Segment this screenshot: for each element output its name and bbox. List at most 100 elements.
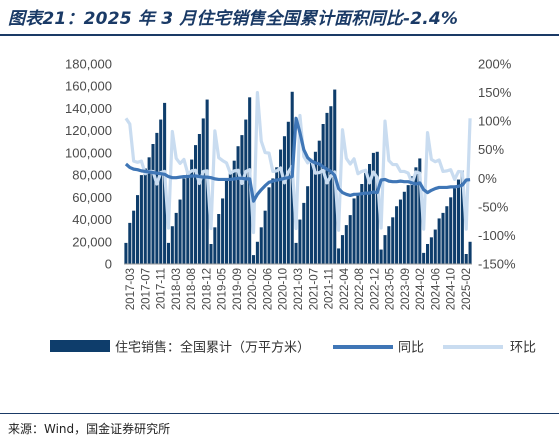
bar-2017-05 [136, 195, 140, 264]
bar-2018-09 [194, 145, 198, 264]
bar-2017-04 [132, 210, 136, 264]
x-tick-label: 2024-10 [446, 268, 458, 310]
bar-2020-05 [263, 210, 267, 264]
bar-2017-11 [159, 119, 163, 264]
bar-2023-07 [398, 199, 402, 264]
bar-2019-05 [221, 198, 225, 264]
right-tick-label: -100% [478, 228, 516, 243]
bar-2018-03 [170, 226, 174, 264]
x-tick-label: 2018-03 [171, 268, 183, 310]
x-tick-label: 2024-02 [415, 268, 427, 310]
legend-bar-swatch [50, 340, 110, 352]
bar-2024-11 [456, 179, 460, 264]
bar-2019-10 [240, 135, 244, 264]
bar-2018-05 [178, 199, 182, 264]
bar-2024-10 [453, 188, 457, 264]
bar-2018-04 [174, 212, 178, 264]
left-tick-label: 40,000 [72, 212, 112, 227]
right-tick-label: 100% [478, 114, 512, 129]
x-tick-label: 2018-08 [186, 268, 198, 310]
x-tick-label: 2022-12 [369, 268, 381, 310]
x-tick-label: 2023-05 [385, 268, 397, 310]
left-tick-label: 20,000 [72, 234, 112, 249]
bar-2024-06 [437, 218, 441, 264]
bar-2024-04 [429, 237, 433, 264]
bar-2022-04 [344, 225, 348, 264]
bar-2024-07 [441, 212, 445, 264]
bar-2021-07 [313, 151, 317, 264]
bar-2018-02 [166, 242, 170, 264]
legend-yoy-label: 同比 [398, 341, 424, 356]
title-divider [0, 34, 559, 36]
bar-2022-02 [337, 248, 341, 264]
x-tick-label: 2021-07 [308, 268, 320, 310]
bar-2017-06 [139, 175, 143, 264]
legend-bar-label: 住宅销售：全国累计（万平方米） [115, 340, 310, 356]
bar-2021-05 [306, 186, 310, 264]
right-tick-label: 150% [478, 85, 512, 100]
x-tick-label: 2017-03 [125, 268, 137, 310]
bar-2023-10 [410, 176, 414, 264]
yoy-line [124, 116, 471, 203]
x-tick-label: 2019-05 [217, 268, 229, 310]
x-tick-label: 2020-10 [278, 268, 290, 310]
bar-2017-08 [147, 157, 151, 264]
bar-2017-03 [128, 222, 132, 264]
source-note: 来源：Wind，国金证券研究所 [8, 422, 171, 436]
bar-2020-10 [282, 136, 286, 264]
bar-2020-03 [255, 241, 259, 264]
bar-2018-08 [190, 159, 194, 264]
bar-2024-08 [445, 206, 449, 264]
bar-2025-02 [464, 254, 468, 264]
chart-svg: 0 20,000 40,000 60,000 80,000 100,000 120,000 1… [50, 57, 536, 356]
bar-2024-05 [433, 229, 437, 264]
x-tick-label: 2020-06 [263, 268, 275, 310]
bar-2019-06 [224, 180, 228, 264]
bar-2023-08 [402, 191, 406, 264]
bar-2022-10 [368, 164, 372, 264]
bar-2023-12 [418, 158, 422, 264]
bar-2022-09 [364, 172, 368, 264]
bar-2018-10 [197, 134, 201, 264]
right-tick-label: 200% [478, 57, 512, 72]
bar-2022-08 [360, 184, 364, 264]
bar-2022-03 [340, 235, 344, 264]
bar-2020-11 [286, 121, 290, 264]
bar-2021-08 [317, 140, 321, 264]
x-tick-label: 2025-02 [461, 268, 473, 310]
bar-2019-09 [236, 146, 240, 264]
bar-2021-10 [325, 112, 329, 264]
left-tick-label: 60,000 [72, 190, 112, 205]
right-tick-label: -150% [478, 257, 516, 272]
bar-2021-02 [294, 242, 298, 264]
left-tick-label: 140,000 [65, 101, 112, 116]
bar-2024-12 [460, 170, 464, 264]
right-tick-label: 50% [478, 142, 504, 157]
left-tick-label: 120,000 [65, 123, 112, 138]
bar-2023-04 [387, 226, 391, 264]
bar-2019-02 [209, 244, 213, 264]
bar-2024-03 [426, 244, 430, 264]
bar-2019-11 [244, 119, 248, 264]
bar-2018-07 [186, 171, 190, 264]
x-tick-label: 2022-08 [354, 268, 366, 310]
bar-2022-12 [375, 151, 379, 264]
left-tick-label: 100,000 [65, 145, 112, 160]
x-tick-label: 2021-03 [293, 268, 305, 310]
bar-2021-11 [329, 106, 333, 264]
right-tick-label: 0% [478, 171, 497, 186]
bar-2020-02 [252, 255, 256, 264]
right-tick-label: -50% [478, 199, 509, 214]
bar-2021-06 [310, 160, 314, 264]
chart-title: 图表21：2025 年 3 月住宅销售全国累计面积同比-2.4% [8, 9, 459, 29]
bar-2024-09 [449, 197, 453, 264]
x-tick-label: 2023-09 [400, 268, 412, 310]
left-tick-label: 180,000 [65, 57, 112, 72]
bar-2022-06 [352, 198, 356, 264]
bar-2018-11 [201, 118, 205, 264]
bar-2022-05 [348, 215, 352, 264]
bar-2024-02 [422, 252, 426, 264]
x-tick-label: 2018-12 [201, 268, 213, 310]
bar-2017-10 [155, 132, 159, 264]
bar-2023-05 [391, 217, 395, 264]
